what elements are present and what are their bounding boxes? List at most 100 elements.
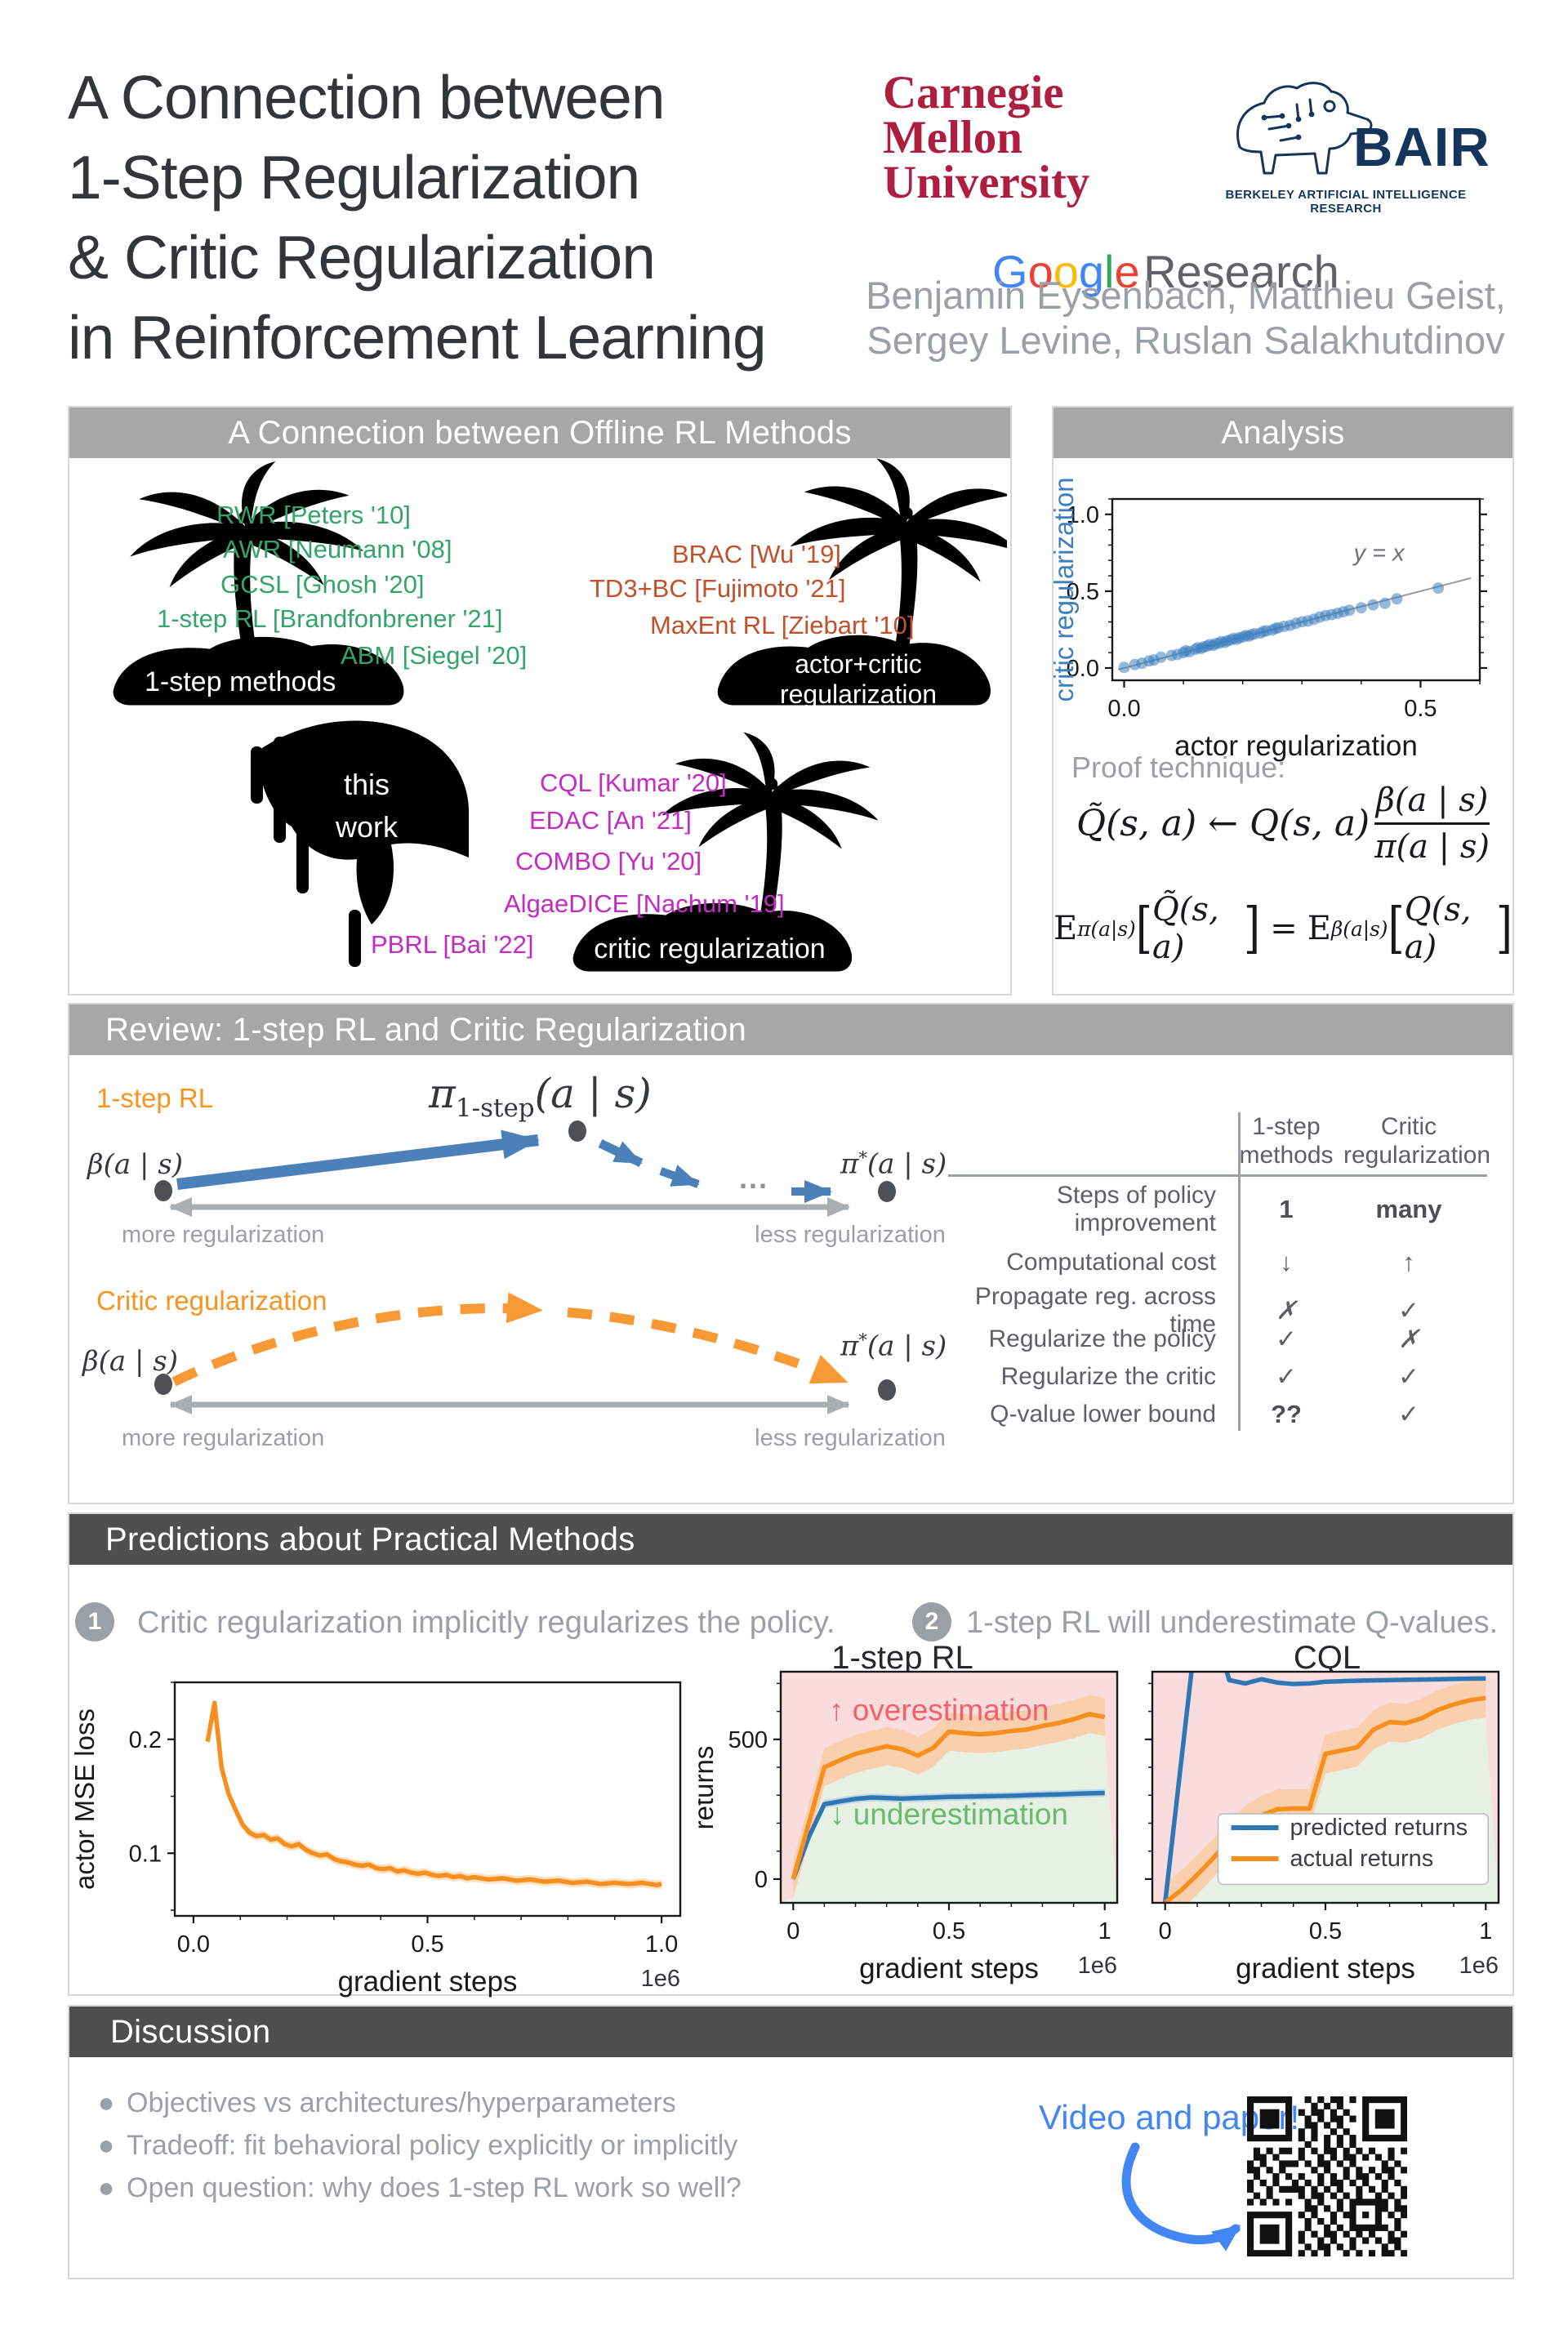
bullet-item: ● Objectives vs architectures/hyperparame… xyxy=(97,2087,676,2118)
svg-text:y = x: y = x xyxy=(1352,540,1406,566)
prediction-1-text: Critic regularization implicitly regular… xyxy=(137,1606,835,1640)
one-step-jump-arrow xyxy=(176,1129,540,1190)
discussion-bullets: ● Objectives vs architectures/hyperparame… xyxy=(86,2087,984,2214)
svg-text:0: 0 xyxy=(1159,1918,1172,1944)
less-regularization-label: less regularization xyxy=(755,1222,946,1248)
svg-text:0: 0 xyxy=(755,1867,768,1893)
video-paper-label: Video and paper! xyxy=(1039,2098,1300,2136)
mse-loss-chart: 0.0 0.5 1.0 0.1 0.2 gradient steps 1e6 actor MS… xyxy=(69,1681,682,1998)
svg-text:actor MSE loss: actor MSE loss xyxy=(69,1708,100,1890)
svg-text:1.0: 1.0 xyxy=(645,1931,678,1958)
svg-text:0.0: 0.0 xyxy=(1067,656,1099,682)
more-regularization-label: more regularization xyxy=(122,1222,325,1248)
google-letter: o xyxy=(1053,246,1079,297)
pi-1step-point xyxy=(568,1120,586,1142)
table-row: Q-value lower bound ?? ✓ xyxy=(990,1400,1419,1428)
critic-reg-path xyxy=(567,1307,849,1385)
panel-connection: A Connection between Offline RL Methods xyxy=(68,406,1012,996)
google-letter: e xyxy=(1114,246,1140,297)
critic-reg-path xyxy=(172,1292,543,1387)
svg-text:gradient steps: gradient steps xyxy=(1236,1953,1415,1984)
method-item: COMBO [Yu '20] xyxy=(515,847,702,875)
svg-text:↑ overestimation: ↑ overestimation xyxy=(829,1693,1049,1726)
svg-text:returns: returns xyxy=(698,1746,719,1830)
svg-text:↓ underestimation: ↓ underestimation xyxy=(830,1797,1068,1831)
beta-point xyxy=(154,1374,172,1395)
table-row: Propagate reg. across time ✗ ✓ xyxy=(974,1283,1419,1338)
panel-predictions: Predictions about Practical Methods 1 Cr… xyxy=(68,1512,1514,1998)
prediction-2-text: 1-step RL will underestimate Q-values. xyxy=(966,1606,1499,1640)
svg-text:0.0: 0.0 xyxy=(1107,696,1140,722)
equation-1: Q̃(s, a) ← Q(s, a) β(a | s) π(a | s) xyxy=(1076,782,1490,866)
curved-arrow-icon xyxy=(1121,2142,1241,2252)
svg-text:0.2: 0.2 xyxy=(129,1727,162,1753)
comparison-table: 1-step methods Critic regularization Steps… xyxy=(948,1109,1490,1433)
table-row: Computational cost ↓ ↑ xyxy=(1006,1248,1415,1276)
more-regularization-label: more regularization xyxy=(122,1425,325,1451)
svg-text:1e6: 1e6 xyxy=(641,1966,680,1992)
method-item: AlgaeDICE [Nachum '19] xyxy=(504,889,785,918)
qr-code xyxy=(1247,2096,1407,2256)
cql-returns-chart: 0 0.5 1 gradient steps 1e6 predicted returns a… xyxy=(1145,1670,1500,1984)
prediction-1-badge: 1 xyxy=(75,1602,114,1642)
pi-star-point xyxy=(878,1379,896,1401)
svg-text:1.0: 1.0 xyxy=(1067,502,1099,528)
google-letter: l xyxy=(1104,246,1115,297)
svg-text:gradient steps: gradient steps xyxy=(338,1966,518,1998)
small-step-arrow xyxy=(598,1139,644,1167)
this-work-shape xyxy=(251,720,470,967)
svg-text:0.5: 0.5 xyxy=(933,1918,965,1944)
beta-math: β(a | s) xyxy=(87,1148,183,1181)
google-wordmark: Google xyxy=(992,246,1140,297)
one-step-returns-chart: 0 0.5 1 0 500 gradient steps 1e6 returns ↑ overe… xyxy=(698,1670,1119,1984)
less-regularization-label: less regularization xyxy=(755,1425,946,1451)
google-letter: g xyxy=(1078,246,1105,297)
prediction-2-badge: 2 xyxy=(912,1602,951,1642)
chart-title-cql: CQL xyxy=(1293,1640,1361,1676)
critic-reg-label: Critic regularization xyxy=(96,1285,327,1316)
table-vertical-divider xyxy=(1238,1112,1241,1431)
pi-star-math: π*(a | s) xyxy=(840,1147,947,1181)
bair-subtitle: BERKELEY ARTIFICIAL INTELLIGENCE RESEARC… xyxy=(1225,188,1467,216)
beta-math: β(a | s) xyxy=(82,1345,178,1378)
pi-1step-math: π1-step(a | s) xyxy=(429,1070,652,1123)
island-label-critic: critic regularization xyxy=(594,933,826,964)
poster-title: A Connection between 1-Step Regularizati… xyxy=(68,57,767,377)
svg-text:0.5: 0.5 xyxy=(1309,1918,1342,1944)
svg-text:0.5: 0.5 xyxy=(1067,579,1099,605)
bullet-item: ● Tradeoff: fit behavioral policy explici… xyxy=(97,2130,738,2161)
google-research-logo: Google Research xyxy=(992,245,1339,298)
panel-discussion: Discussion ● Objectives vs architectures/… xyxy=(68,2005,1514,2279)
title-line: & Critic Regularization xyxy=(68,223,656,292)
panel-discussion-header: Discussion xyxy=(69,2007,1512,2057)
bair-wordmark: BAIR xyxy=(1353,117,1490,178)
method-item: RWR [Peters '10] xyxy=(216,501,411,529)
title-line: A Connection between xyxy=(68,63,666,131)
beta-point xyxy=(154,1180,172,1201)
island-label-one-step: 1-step methods xyxy=(145,666,336,697)
google-letter: G xyxy=(992,246,1028,297)
svg-text:0.0: 0.0 xyxy=(177,1931,210,1958)
panel-connection-header: A Connection between Offline RL Methods xyxy=(69,408,1010,458)
method-item: EDAC [An '21] xyxy=(529,806,692,835)
method-item: GCSL [Ghosh '20] xyxy=(220,570,425,599)
svg-text:1: 1 xyxy=(1479,1918,1492,1944)
panel-review-header: Review: 1-step RL and Critic Regularizat… xyxy=(69,1004,1512,1055)
svg-text:0: 0 xyxy=(786,1918,800,1944)
svg-text:500: 500 xyxy=(728,1727,768,1753)
svg-text:critic regularization: critic regularization xyxy=(1054,477,1079,702)
panel-review: Review: 1-step RL and Critic Regularizat… xyxy=(68,1003,1514,1504)
google-research-label: Research xyxy=(1143,246,1339,297)
small-step-arrow xyxy=(659,1165,700,1188)
islands-illustration xyxy=(113,458,1007,972)
table-row: Regularize the critic ✓ ✓ xyxy=(1000,1362,1419,1391)
svg-text:actor regularization: actor regularization xyxy=(1174,730,1418,762)
svg-text:1: 1 xyxy=(1098,1918,1111,1944)
chart-title-1step: 1-step RL xyxy=(831,1640,973,1676)
title-line: in Reinforcement Learning xyxy=(68,303,767,372)
svg-text:1e6: 1e6 xyxy=(1459,1953,1499,1979)
pi-star-math: π*(a | s) xyxy=(840,1330,947,1363)
svg-text:0.5: 0.5 xyxy=(1404,696,1437,722)
